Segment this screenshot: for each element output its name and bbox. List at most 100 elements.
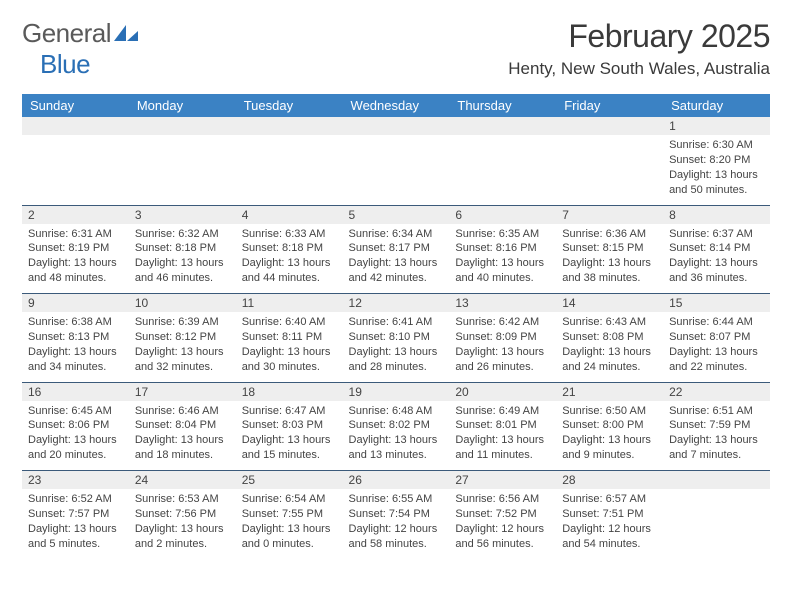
day-data: Sunrise: 6:48 AMSunset: 8:02 PMDaylight:… [343, 401, 450, 467]
calendar-day-cell: Sunrise: 6:55 AMSunset: 7:54 PMDaylight:… [343, 489, 450, 559]
sunset-label: Sunset: 7:51 PM [562, 507, 657, 522]
day-number: 19 [343, 383, 450, 401]
calendar-day-cell: Sunrise: 6:50 AMSunset: 8:00 PMDaylight:… [556, 401, 663, 471]
daylight-2-label: and 9 minutes. [562, 448, 657, 463]
daylight-2-label: and 30 minutes. [242, 360, 337, 375]
day-number: 21 [556, 383, 663, 401]
daylight-2-label: and 20 minutes. [28, 448, 123, 463]
daylight-1-label: Daylight: 13 hours [349, 433, 444, 448]
day-data: Sunrise: 6:46 AMSunset: 8:04 PMDaylight:… [129, 401, 236, 467]
day-number: 20 [449, 383, 556, 401]
day-number: 18 [236, 383, 343, 401]
calendar-day-cell: Sunrise: 6:39 AMSunset: 8:12 PMDaylight:… [129, 312, 236, 382]
calendar-day-cell: Sunrise: 6:47 AMSunset: 8:03 PMDaylight:… [236, 401, 343, 471]
calendar-daynum-cell: 11 [236, 294, 343, 313]
sunset-label: Sunset: 7:59 PM [669, 418, 764, 433]
sunrise-label: Sunrise: 6:48 AM [349, 404, 444, 419]
sunset-label: Sunset: 8:09 PM [455, 330, 550, 345]
sunset-label: Sunset: 7:52 PM [455, 507, 550, 522]
sunset-label: Sunset: 7:55 PM [242, 507, 337, 522]
day-number: 16 [22, 383, 129, 401]
day-data: Sunrise: 6:35 AMSunset: 8:16 PMDaylight:… [449, 224, 556, 290]
calendar-daynum-cell: 21 [556, 382, 663, 401]
sunset-label: Sunset: 8:13 PM [28, 330, 123, 345]
day-number: 27 [449, 471, 556, 489]
day-number: 11 [236, 294, 343, 312]
weekday-header: Friday [556, 94, 663, 117]
calendar-daynum-cell: 17 [129, 382, 236, 401]
daylight-1-label: Daylight: 13 hours [28, 345, 123, 360]
calendar-daynum-cell: 5 [343, 205, 450, 224]
calendar-daynum-cell: 12 [343, 294, 450, 313]
day-data: Sunrise: 6:33 AMSunset: 8:18 PMDaylight:… [236, 224, 343, 290]
daylight-1-label: Daylight: 13 hours [349, 345, 444, 360]
daylight-2-label: and 38 minutes. [562, 271, 657, 286]
sunrise-label: Sunrise: 6:55 AM [349, 492, 444, 507]
calendar-daynum-cell: 1 [663, 117, 770, 135]
daylight-1-label: Daylight: 13 hours [242, 345, 337, 360]
sunrise-label: Sunrise: 6:40 AM [242, 315, 337, 330]
day-number: 5 [343, 206, 450, 224]
weekday-header: Sunday [22, 94, 129, 117]
sunset-label: Sunset: 8:14 PM [669, 241, 764, 256]
sunset-label: Sunset: 8:20 PM [669, 153, 764, 168]
calendar-daynum-cell: 26 [343, 471, 450, 490]
day-number: 2 [22, 206, 129, 224]
calendar-daynum-cell: 7 [556, 205, 663, 224]
sunrise-label: Sunrise: 6:56 AM [455, 492, 550, 507]
daylight-1-label: Daylight: 13 hours [28, 256, 123, 271]
daylight-2-label: and 5 minutes. [28, 537, 123, 552]
daylight-2-label: and 46 minutes. [135, 271, 230, 286]
day-number: 1 [663, 117, 770, 135]
sunset-label: Sunset: 8:12 PM [135, 330, 230, 345]
day-data: Sunrise: 6:42 AMSunset: 8:09 PMDaylight:… [449, 312, 556, 378]
sunrise-label: Sunrise: 6:31 AM [28, 227, 123, 242]
day-data: Sunrise: 6:55 AMSunset: 7:54 PMDaylight:… [343, 489, 450, 555]
sunset-label: Sunset: 8:18 PM [242, 241, 337, 256]
calendar-daynum-cell: 27 [449, 471, 556, 490]
calendar-daynum-cell: 14 [556, 294, 663, 313]
logo-text-2: Blue [40, 49, 90, 79]
day-number: 10 [129, 294, 236, 312]
calendar-week-row: Sunrise: 6:30 AMSunset: 8:20 PMDaylight:… [22, 135, 770, 205]
calendar-day-cell: Sunrise: 6:40 AMSunset: 8:11 PMDaylight:… [236, 312, 343, 382]
calendar-day-cell: Sunrise: 6:31 AMSunset: 8:19 PMDaylight:… [22, 224, 129, 294]
daylight-2-label: and 28 minutes. [349, 360, 444, 375]
calendar-day-cell: Sunrise: 6:38 AMSunset: 8:13 PMDaylight:… [22, 312, 129, 382]
sunset-label: Sunset: 8:03 PM [242, 418, 337, 433]
day-number: 12 [343, 294, 450, 312]
calendar-day-cell: Sunrise: 6:51 AMSunset: 7:59 PMDaylight:… [663, 401, 770, 471]
daylight-2-label: and 32 minutes. [135, 360, 230, 375]
calendar-daynum-row: 1 [22, 117, 770, 135]
calendar-daynum-cell: 8 [663, 205, 770, 224]
day-data: Sunrise: 6:56 AMSunset: 7:52 PMDaylight:… [449, 489, 556, 555]
sunset-label: Sunset: 8:01 PM [455, 418, 550, 433]
calendar-daynum-row: 9101112131415 [22, 294, 770, 313]
calendar-day-cell [236, 135, 343, 205]
sunrise-label: Sunrise: 6:45 AM [28, 404, 123, 419]
calendar-day-cell: Sunrise: 6:46 AMSunset: 8:04 PMDaylight:… [129, 401, 236, 471]
day-data: Sunrise: 6:50 AMSunset: 8:00 PMDaylight:… [556, 401, 663, 467]
daylight-1-label: Daylight: 13 hours [28, 433, 123, 448]
calendar-body: 1Sunrise: 6:30 AMSunset: 8:20 PMDaylight… [22, 117, 770, 559]
calendar-day-cell: Sunrise: 6:56 AMSunset: 7:52 PMDaylight:… [449, 489, 556, 559]
daylight-2-label: and 18 minutes. [135, 448, 230, 463]
daylight-1-label: Daylight: 13 hours [455, 433, 550, 448]
sunrise-label: Sunrise: 6:47 AM [242, 404, 337, 419]
calendar-day-cell [663, 489, 770, 559]
page-title: February 2025 [508, 18, 770, 55]
calendar-daynum-cell: 10 [129, 294, 236, 313]
calendar-daynum-cell: 15 [663, 294, 770, 313]
calendar-day-cell: Sunrise: 6:32 AMSunset: 8:18 PMDaylight:… [129, 224, 236, 294]
sunset-label: Sunset: 8:08 PM [562, 330, 657, 345]
sunrise-label: Sunrise: 6:54 AM [242, 492, 337, 507]
daylight-1-label: Daylight: 13 hours [669, 345, 764, 360]
calendar-day-cell: Sunrise: 6:49 AMSunset: 8:01 PMDaylight:… [449, 401, 556, 471]
sunrise-label: Sunrise: 6:32 AM [135, 227, 230, 242]
weekday-header: Thursday [449, 94, 556, 117]
day-data: Sunrise: 6:39 AMSunset: 8:12 PMDaylight:… [129, 312, 236, 378]
daylight-2-label: and 42 minutes. [349, 271, 444, 286]
calendar-day-cell: Sunrise: 6:53 AMSunset: 7:56 PMDaylight:… [129, 489, 236, 559]
day-data: Sunrise: 6:49 AMSunset: 8:01 PMDaylight:… [449, 401, 556, 467]
calendar-daynum-cell [129, 117, 236, 135]
